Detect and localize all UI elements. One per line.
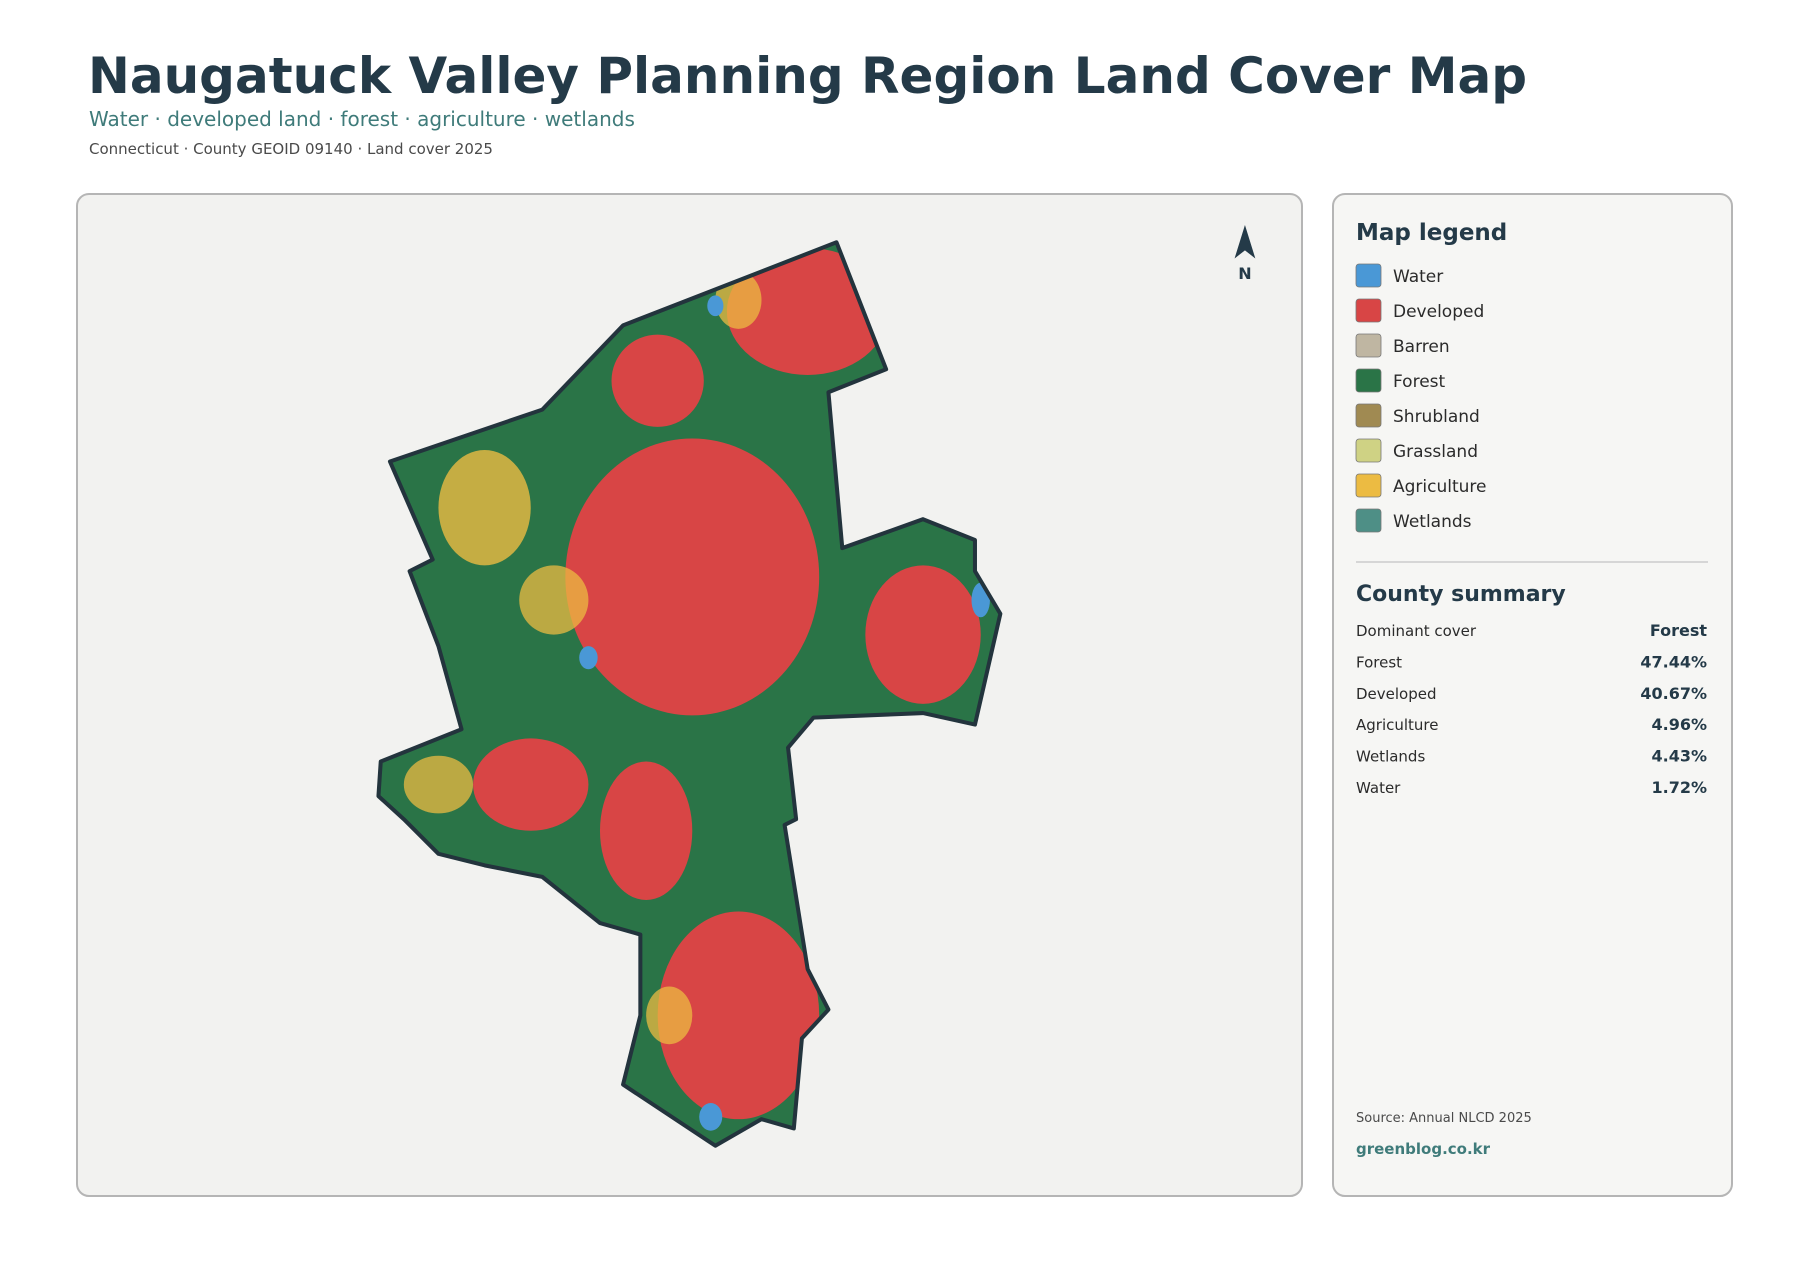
legend-swatch — [1355, 473, 1382, 498]
summary-value: 47.44% — [1640, 652, 1707, 671]
meta: Connecticut · County GEOID 09140 · Land … — [89, 140, 493, 158]
legend-label: Agriculture — [1393, 477, 1487, 497]
legend-label: Grassland — [1393, 442, 1478, 462]
legend-label: Shrubland — [1393, 407, 1480, 427]
summary-label: Forest — [1356, 653, 1402, 671]
summary-value: 1.72% — [1651, 778, 1707, 797]
summary-label: Agriculture — [1356, 716, 1439, 734]
developed-area — [565, 438, 820, 716]
developed-area — [473, 738, 589, 831]
agriculture-area — [519, 565, 589, 635]
legend-label: Wetlands — [1393, 512, 1472, 532]
legend-panel — [1332, 193, 1733, 1197]
legend-swatch — [1355, 263, 1382, 288]
legend-label: Barren — [1393, 337, 1450, 357]
summary-label: Wetlands — [1356, 748, 1425, 766]
legend-swatch — [1355, 403, 1382, 428]
legend-swatch — [1355, 298, 1382, 323]
summary-label: Dominant cover — [1356, 622, 1477, 640]
legend-label: Forest — [1393, 372, 1446, 392]
title: Naugatuck Valley Planning Region Land Co… — [88, 47, 1527, 105]
north-label: N — [1238, 264, 1251, 283]
summary-title: County summary — [1356, 582, 1566, 607]
legend-swatch — [1355, 333, 1382, 358]
legend-title: Map legend — [1356, 220, 1507, 246]
summary-rows: Dominant cover Forest Forest 47.44% Develope… — [1356, 621, 1707, 797]
legend-swatch — [1355, 368, 1382, 393]
water-area — [699, 1103, 723, 1131]
region-outline — [376, 240, 1003, 1148]
agriculture-area — [438, 449, 531, 566]
summary-value: Forest — [1650, 621, 1708, 640]
site: greenblog.co.kr — [1356, 1140, 1491, 1158]
agriculture-area — [646, 986, 693, 1045]
water-area — [579, 646, 598, 670]
legend-items: Water Developed Barren Forest Shrubland Grass… — [1355, 263, 1487, 533]
legend-swatch — [1355, 438, 1382, 463]
summary-label: Developed — [1356, 685, 1437, 703]
source: Source: Annual NLCD 2025 — [1356, 1111, 1532, 1126]
summary-value: 4.43% — [1651, 747, 1707, 766]
summary-value: 40.67% — [1640, 684, 1707, 703]
developed-area — [599, 761, 693, 900]
developed-area — [611, 334, 704, 427]
subtitle: Water · developed land · forest · agricu… — [89, 107, 635, 131]
water-area — [707, 295, 724, 317]
developed-area — [657, 911, 820, 1120]
north-arrow — [1234, 224, 1256, 259]
legend-label: Water — [1393, 267, 1443, 287]
legend-swatch — [1355, 508, 1382, 533]
agriculture-area — [403, 755, 474, 814]
developed-area — [726, 248, 889, 375]
summary-value: 4.96% — [1651, 715, 1707, 734]
developed-area — [865, 565, 981, 704]
legend-label: Developed — [1393, 302, 1484, 322]
summary-label: Water — [1356, 779, 1401, 797]
